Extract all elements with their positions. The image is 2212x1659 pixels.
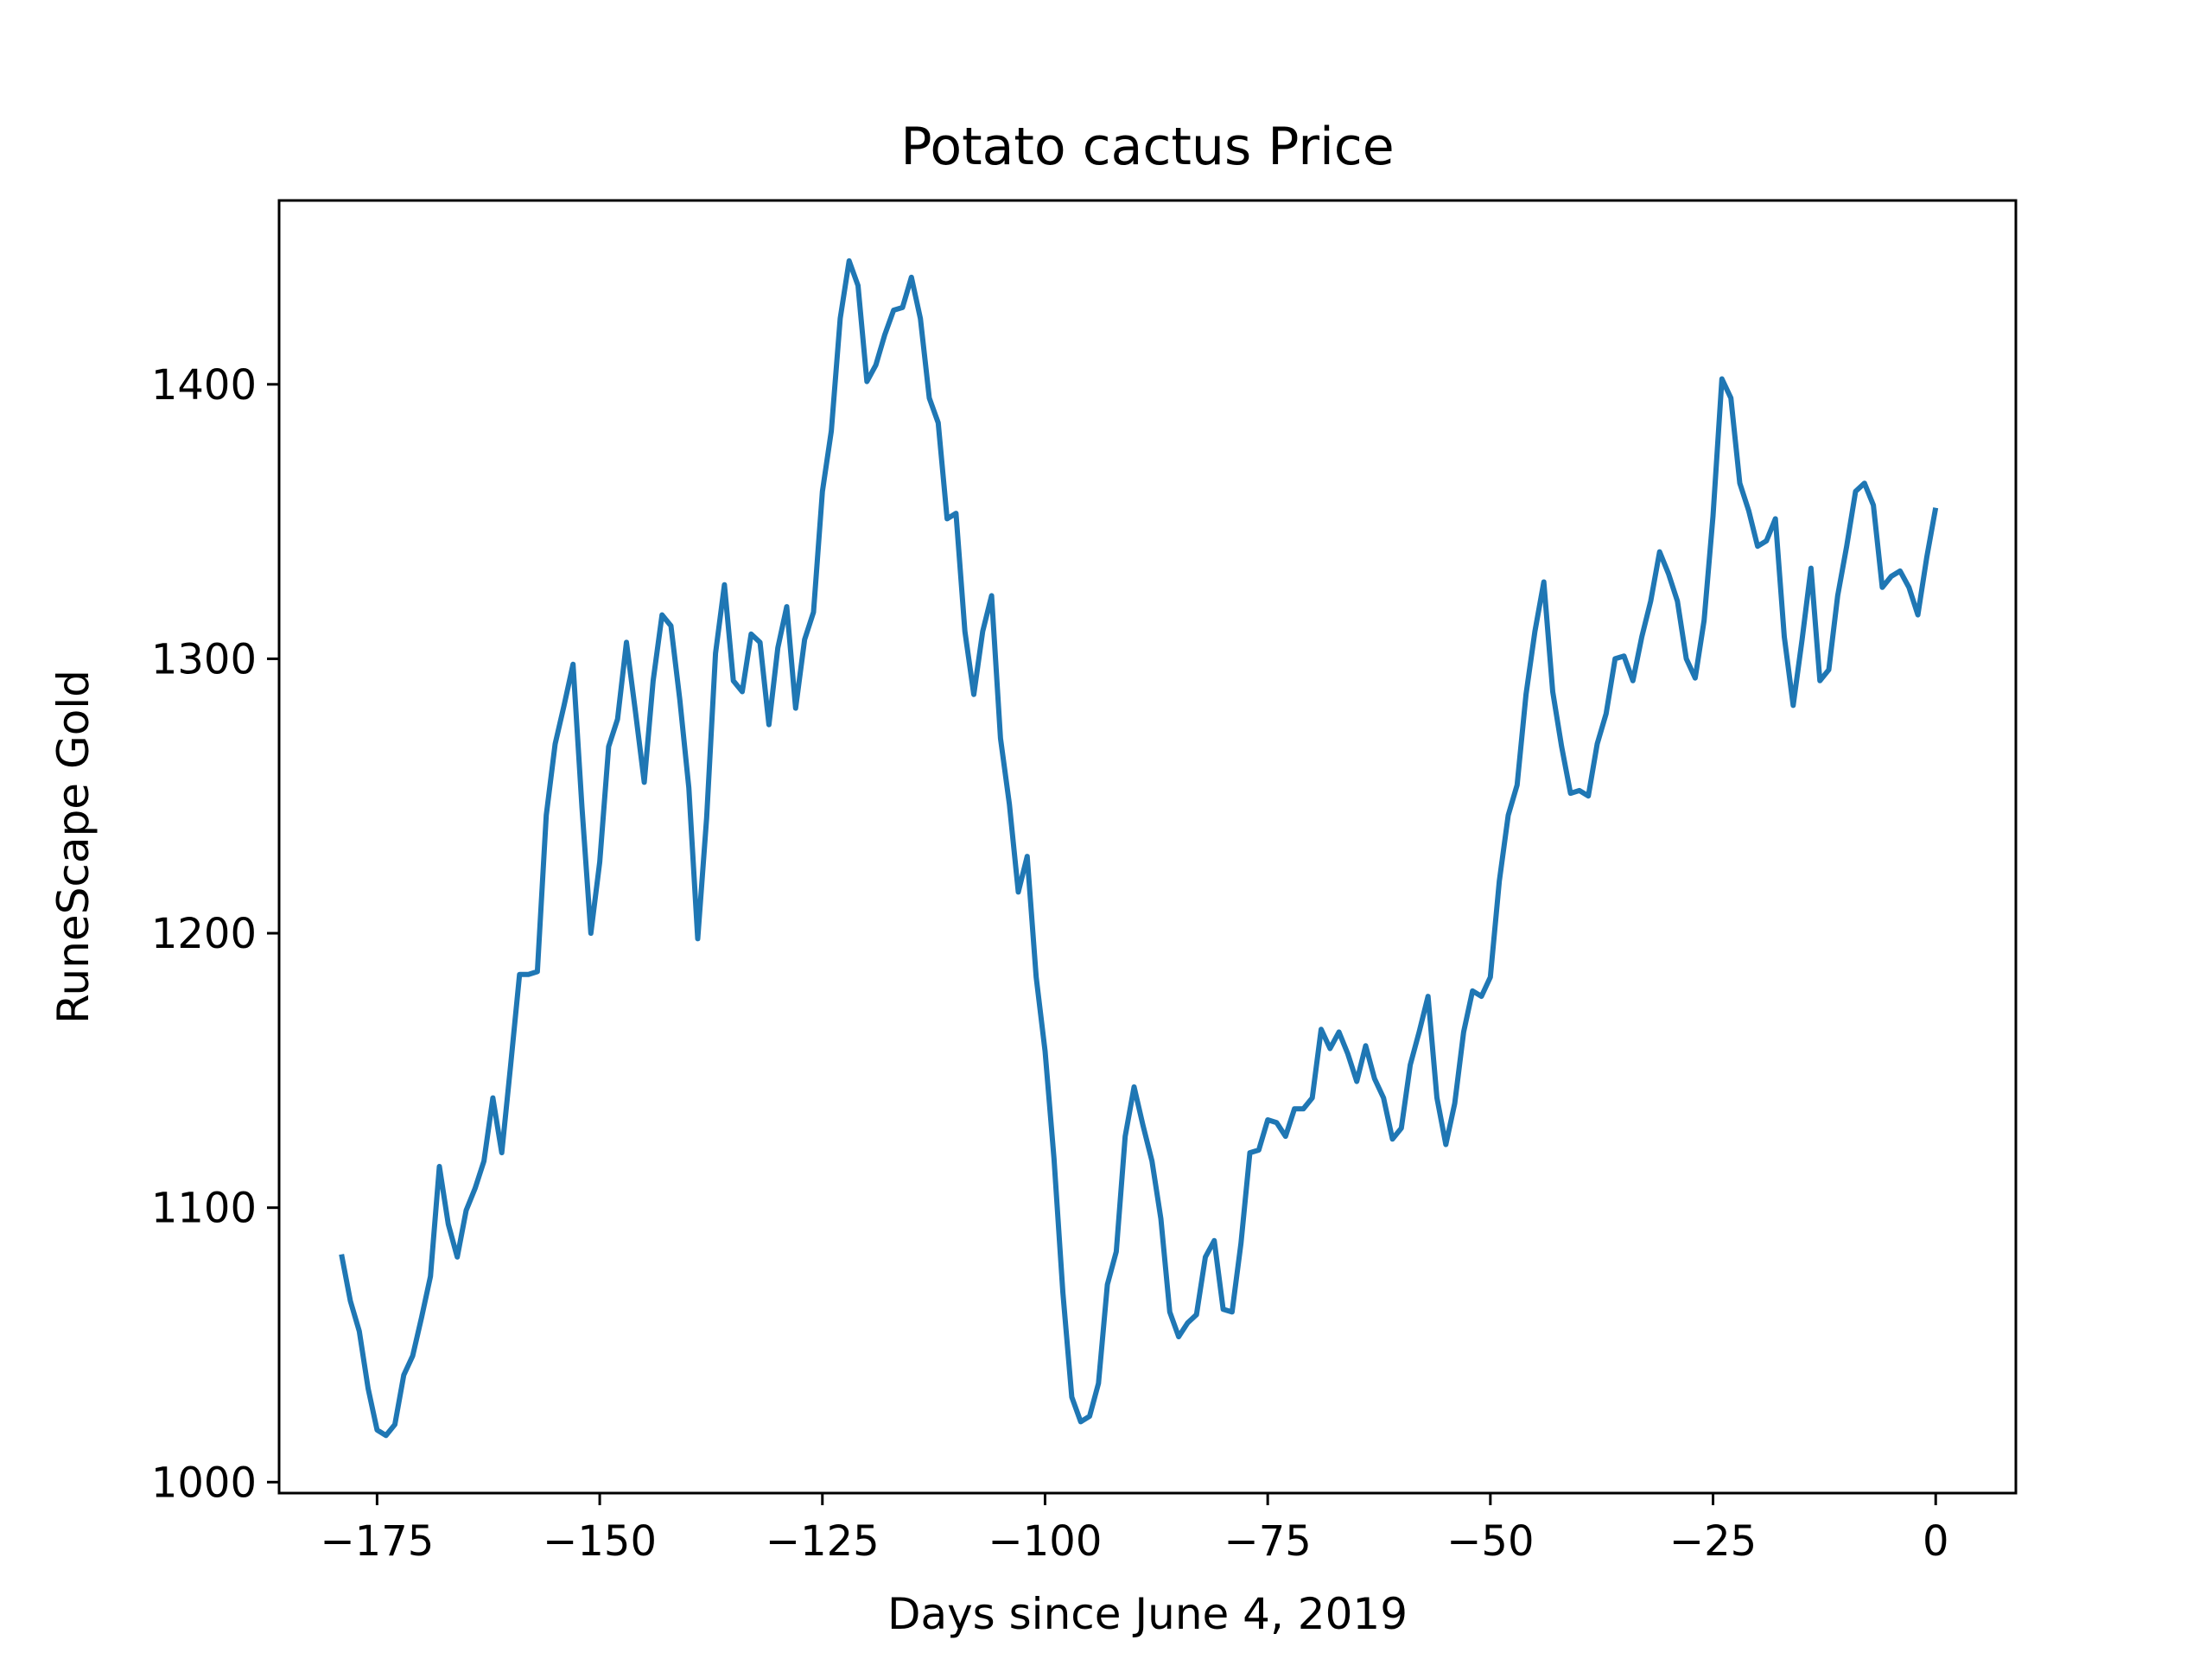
plot-frame bbox=[277, 199, 2018, 1495]
y-tick-label: 1000 bbox=[151, 1459, 257, 1507]
x-tick-label: −175 bbox=[320, 1517, 434, 1566]
x-tick-label: −100 bbox=[988, 1517, 1103, 1566]
y-tick-label: 1400 bbox=[151, 361, 257, 410]
y-tick-label: 1100 bbox=[151, 1185, 257, 1233]
y-axis-label: RuneScape Gold bbox=[48, 670, 99, 1024]
x-tick-label: −150 bbox=[543, 1517, 657, 1566]
x-axis-ticks: −175 −150 −125 −100 −75 −50 −25 0 bbox=[320, 1493, 1949, 1566]
x-tick-label: −75 bbox=[1224, 1517, 1312, 1566]
price-series-line bbox=[339, 257, 1939, 1439]
y-tick-label: 1300 bbox=[151, 635, 257, 683]
x-axis-label: Days since June 4, 2019 bbox=[887, 1589, 1408, 1639]
y-tick-label: 1200 bbox=[151, 910, 257, 958]
y-axis-ticks: 1000 1100 1200 1300 1400 bbox=[151, 361, 279, 1507]
x-tick-label: −125 bbox=[766, 1517, 880, 1566]
x-tick-label: −25 bbox=[1669, 1517, 1757, 1566]
x-tick-label: −50 bbox=[1446, 1517, 1534, 1566]
x-tick-label: 0 bbox=[1923, 1517, 1949, 1566]
plot-area bbox=[277, 199, 2018, 1495]
chart-title: Potato cactus Price bbox=[900, 117, 1394, 177]
